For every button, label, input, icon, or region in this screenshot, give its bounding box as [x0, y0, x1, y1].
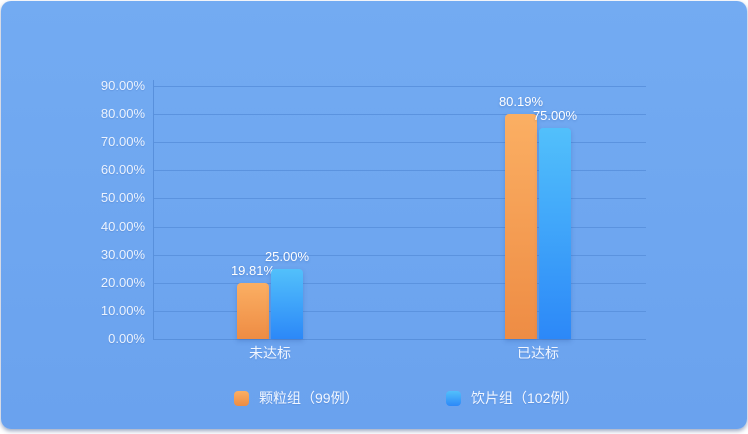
- bar-series2-cat2[interactable]: [539, 128, 571, 339]
- gridline: [153, 86, 646, 87]
- x-axis-line: [153, 339, 646, 340]
- gridline: [153, 170, 646, 171]
- y-axis-tick-label: 0.00%: [108, 331, 145, 346]
- legend-item-series2[interactable]: 饮片组（102例）: [446, 390, 578, 406]
- legend-swatch-icon: [234, 390, 249, 406]
- bar-series1-cat1[interactable]: [237, 283, 269, 339]
- y-axis-tick-label: 40.00%: [100, 219, 145, 234]
- gridline: [153, 142, 646, 143]
- bar-value-label: 19.81%: [230, 263, 276, 278]
- y-axis-tick-label: 50.00%: [100, 190, 145, 205]
- gridline: [153, 255, 646, 256]
- y-axis-tick-label: 10.00%: [100, 303, 145, 318]
- bar-value-label: 80.19%: [498, 94, 544, 109]
- gridline: [153, 114, 646, 115]
- gridline: [153, 227, 646, 228]
- y-axis-tick-label: 70.00%: [100, 134, 145, 149]
- gridline: [153, 198, 646, 199]
- bar-value-label: 75.00%: [532, 108, 578, 123]
- y-axis-tick-label: 30.00%: [100, 247, 145, 262]
- bar-series2-cat1[interactable]: [271, 269, 303, 339]
- y-axis-tick-label: 20.00%: [100, 275, 145, 290]
- y-axis-tick-label: 80.00%: [100, 106, 145, 121]
- legend-label: 颗粒组（99例）: [259, 390, 359, 406]
- y-axis-tick-label: 90.00%: [100, 78, 145, 93]
- bar-value-label: 25.00%: [264, 249, 310, 264]
- y-axis-tick-label: 60.00%: [100, 162, 145, 177]
- x-axis-category-label: 已达标: [517, 345, 559, 361]
- x-axis-category-label: 未达标: [249, 345, 291, 361]
- legend-item-series1[interactable]: 颗粒组（99例）: [234, 390, 359, 406]
- y-axis-line: [153, 80, 154, 340]
- gridline: [153, 311, 646, 312]
- legend-swatch-icon: [446, 390, 461, 406]
- legend-label: 饮片组（102例）: [471, 390, 579, 406]
- gridline: [153, 283, 646, 284]
- bar-series1-cat2[interactable]: [505, 114, 537, 339]
